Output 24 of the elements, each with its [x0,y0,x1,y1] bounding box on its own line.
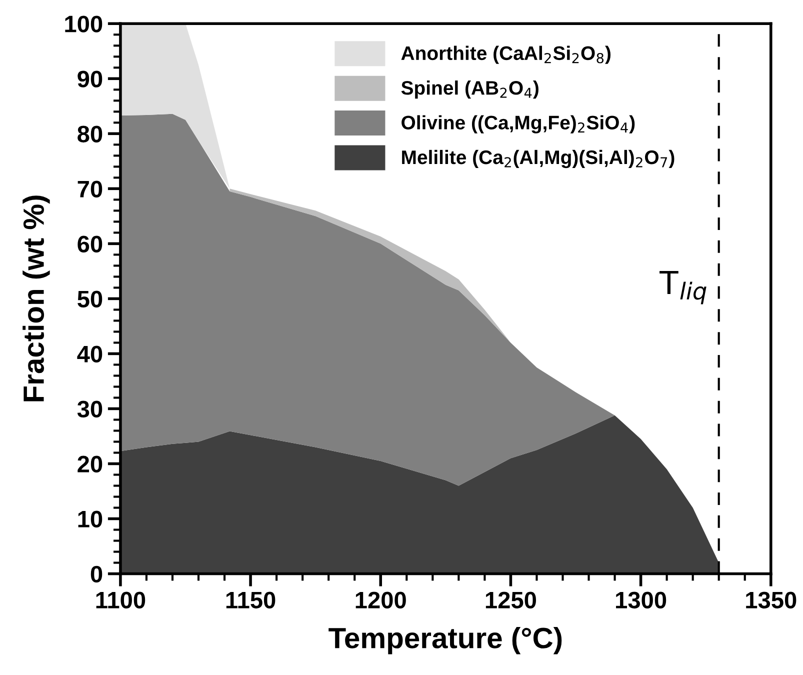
y-tick-label: 60 [78,236,102,252]
x-tick-label: 1300 [616,592,666,608]
y-tick-label: 90 [78,70,102,88]
y-tick-label: 30 [77,400,102,418]
legend-label: Spinel (AB$_{2}$O$_{4}$) [401,80,538,99]
legend-label: Anorthite (CaAl$_{2}$Si$_{2}$O$_{8}$) [401,46,610,64]
x-axis-title: Temperature (°C) [328,627,562,654]
x-tick-label: 1100 [96,592,146,608]
x-tick-label: 1350 [746,592,796,608]
y-tick-label: 20 [78,456,102,473]
legend-label: Melilite (Ca$_{2}$(Al,Mg)(Si,Al)$_{2}$O$_{7}$) [402,150,674,168]
legend-label: Olivine ((Ca,Mg,Fe)$_{2}$SiO$_{4}$) [402,115,635,134]
y-axis-title: Fraction (wt %) [22,196,50,402]
y-tick-label: 10 [78,510,102,528]
y-tick-label: 40 [77,346,102,362]
y-tick-label: 100 [65,16,102,32]
x-tick-label: 1200 [356,592,406,608]
y-tick-label: 0 [90,566,102,583]
y-tick-label: 80 [78,126,102,142]
y-tick-label: 70 [78,180,102,198]
x-tick-label: 1150 [226,592,276,608]
x-tick-label: 1250 [486,592,536,608]
y-tick-label: 50 [78,290,102,308]
ref-line-label: T$_{liq}$ [660,271,706,304]
